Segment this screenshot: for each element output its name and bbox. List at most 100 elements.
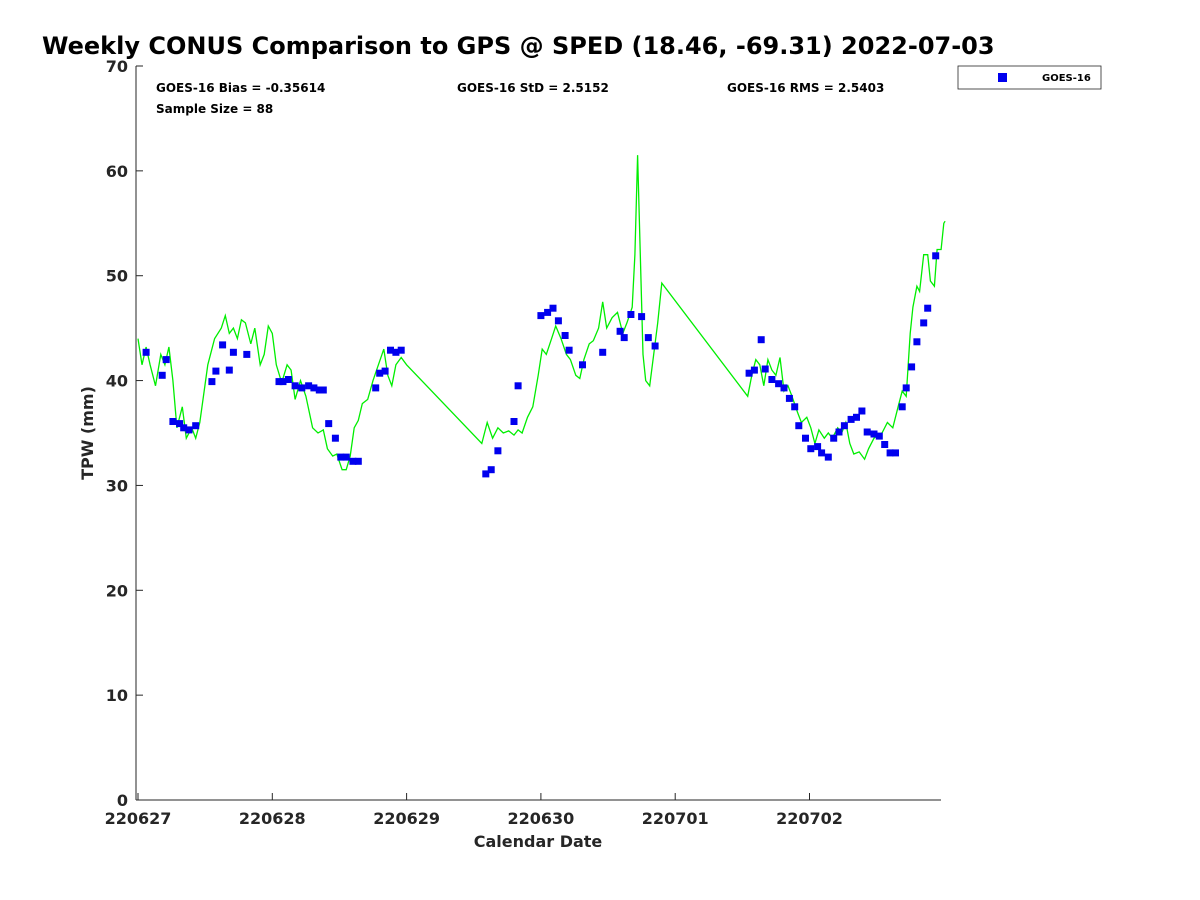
goes-16-point xyxy=(284,376,292,383)
goes-16-point xyxy=(644,334,652,342)
goes-16-point xyxy=(847,415,855,423)
goes-16-point xyxy=(291,382,299,390)
goes-16-point xyxy=(802,434,809,442)
goes-16-point xyxy=(853,413,860,421)
goes-16-point xyxy=(898,403,906,411)
chart-title: Weekly CONUS Comparison to GPS @ SPED (1… xyxy=(42,32,995,60)
goes-16-point xyxy=(310,384,318,392)
goes-16-point xyxy=(638,313,646,321)
goes-16-point xyxy=(337,453,345,461)
gps-series xyxy=(137,155,946,471)
goes-16-point xyxy=(176,420,184,428)
goes-16-point xyxy=(775,380,783,388)
goes-16-point xyxy=(142,348,150,356)
x-tick-label: 220628 xyxy=(239,809,306,828)
goes-16-point xyxy=(544,308,552,316)
goes-16-point xyxy=(881,441,889,448)
goes-16-point xyxy=(818,449,826,457)
y-tick-label: 70 xyxy=(106,57,128,76)
goes-16-point xyxy=(397,346,405,354)
goes-16-point xyxy=(180,424,188,432)
goes-16-point xyxy=(549,304,557,312)
goes-16-point xyxy=(745,369,753,377)
goes-16-point xyxy=(920,319,928,327)
goes-16-point xyxy=(768,376,776,383)
goes-16-point xyxy=(863,428,871,436)
goes-16-point xyxy=(627,311,635,318)
goes-16-point xyxy=(814,443,822,451)
y-tick-label: 10 xyxy=(106,686,128,705)
y-ticks: 0 10 20 30 40 50 60 70 xyxy=(106,57,143,810)
goes-16-point xyxy=(275,378,283,386)
goes-16-point xyxy=(185,426,193,434)
goes-16-point xyxy=(342,453,350,461)
goes-16-point xyxy=(169,418,177,425)
goes-16-point xyxy=(372,384,380,392)
goes-16-point xyxy=(219,341,227,349)
goes-16-point xyxy=(835,428,843,436)
goes-16-point xyxy=(208,378,216,386)
goes-16-series xyxy=(142,252,940,478)
x-ticks: 220627 220628 220629 220630 220701 220702 xyxy=(105,793,843,828)
goes-16-point xyxy=(757,336,765,344)
goes-16-point xyxy=(212,367,220,375)
goes-16-point xyxy=(785,394,793,402)
goes-16-point xyxy=(807,445,815,453)
goes-16-point xyxy=(325,420,333,428)
goes-16-point xyxy=(376,369,384,377)
x-tick-label: 220627 xyxy=(105,809,172,828)
goes-16-point xyxy=(616,327,624,335)
legend-marker-square-icon xyxy=(998,73,1007,82)
goes-16-point xyxy=(858,407,866,415)
goes-16-point xyxy=(349,457,357,465)
x-tick-label: 220702 xyxy=(776,809,843,828)
goes-16-point xyxy=(620,334,628,342)
std-stat: GOES-16 StD = 2.5152 xyxy=(457,81,609,95)
x-axis-label: Calendar Date xyxy=(474,832,603,851)
goes-16-point xyxy=(392,348,400,356)
y-tick-label: 30 xyxy=(106,476,128,495)
goes-16-point xyxy=(305,382,313,390)
goes-16-point xyxy=(913,338,921,346)
goes-16-point xyxy=(840,422,848,430)
goes-16-point xyxy=(870,430,878,438)
goes-16-point xyxy=(243,350,251,358)
goes-16-point xyxy=(279,378,287,386)
goes-16-point xyxy=(651,342,659,350)
goes-16-point xyxy=(554,317,562,325)
sample-size-stat: Sample Size = 88 xyxy=(156,102,273,116)
gps-line xyxy=(137,155,946,471)
goes-16-point xyxy=(158,371,166,379)
plot-area xyxy=(135,66,941,801)
goes-16-point xyxy=(565,346,573,354)
goes-16-point xyxy=(387,346,394,354)
goes-16-point xyxy=(886,449,894,457)
goes-16-point xyxy=(487,466,495,474)
goes-16-point xyxy=(750,366,758,374)
goes-16-point xyxy=(892,449,899,457)
goes-16-point xyxy=(510,418,518,425)
goes-16-point xyxy=(932,252,940,260)
rms-stat: GOES-16 RMS = 2.5403 xyxy=(727,81,884,95)
goes-16-point xyxy=(561,332,569,339)
goes-16-point xyxy=(924,304,932,312)
goes-16-point xyxy=(830,434,838,442)
legend: GOES-16 xyxy=(957,65,1102,90)
goes-16-point xyxy=(494,447,502,455)
goes-16-point xyxy=(902,384,910,392)
goes-16-point xyxy=(791,403,799,411)
goes-16-point xyxy=(761,365,769,373)
bias-stat: GOES-16 Bias = -0.35614 xyxy=(156,81,325,95)
y-tick-label: 60 xyxy=(106,162,128,181)
goes-16-point xyxy=(162,356,170,364)
goes-16-point xyxy=(229,348,237,356)
legend-box xyxy=(957,65,1102,90)
goes-16-point xyxy=(824,453,832,461)
goes-16-point xyxy=(537,312,545,320)
legend-label: GOES-16 xyxy=(1042,73,1091,84)
goes-16-point xyxy=(315,386,323,394)
goes-16-point xyxy=(514,382,522,390)
goes-16-point xyxy=(331,434,339,442)
goes-16-point xyxy=(780,384,788,392)
